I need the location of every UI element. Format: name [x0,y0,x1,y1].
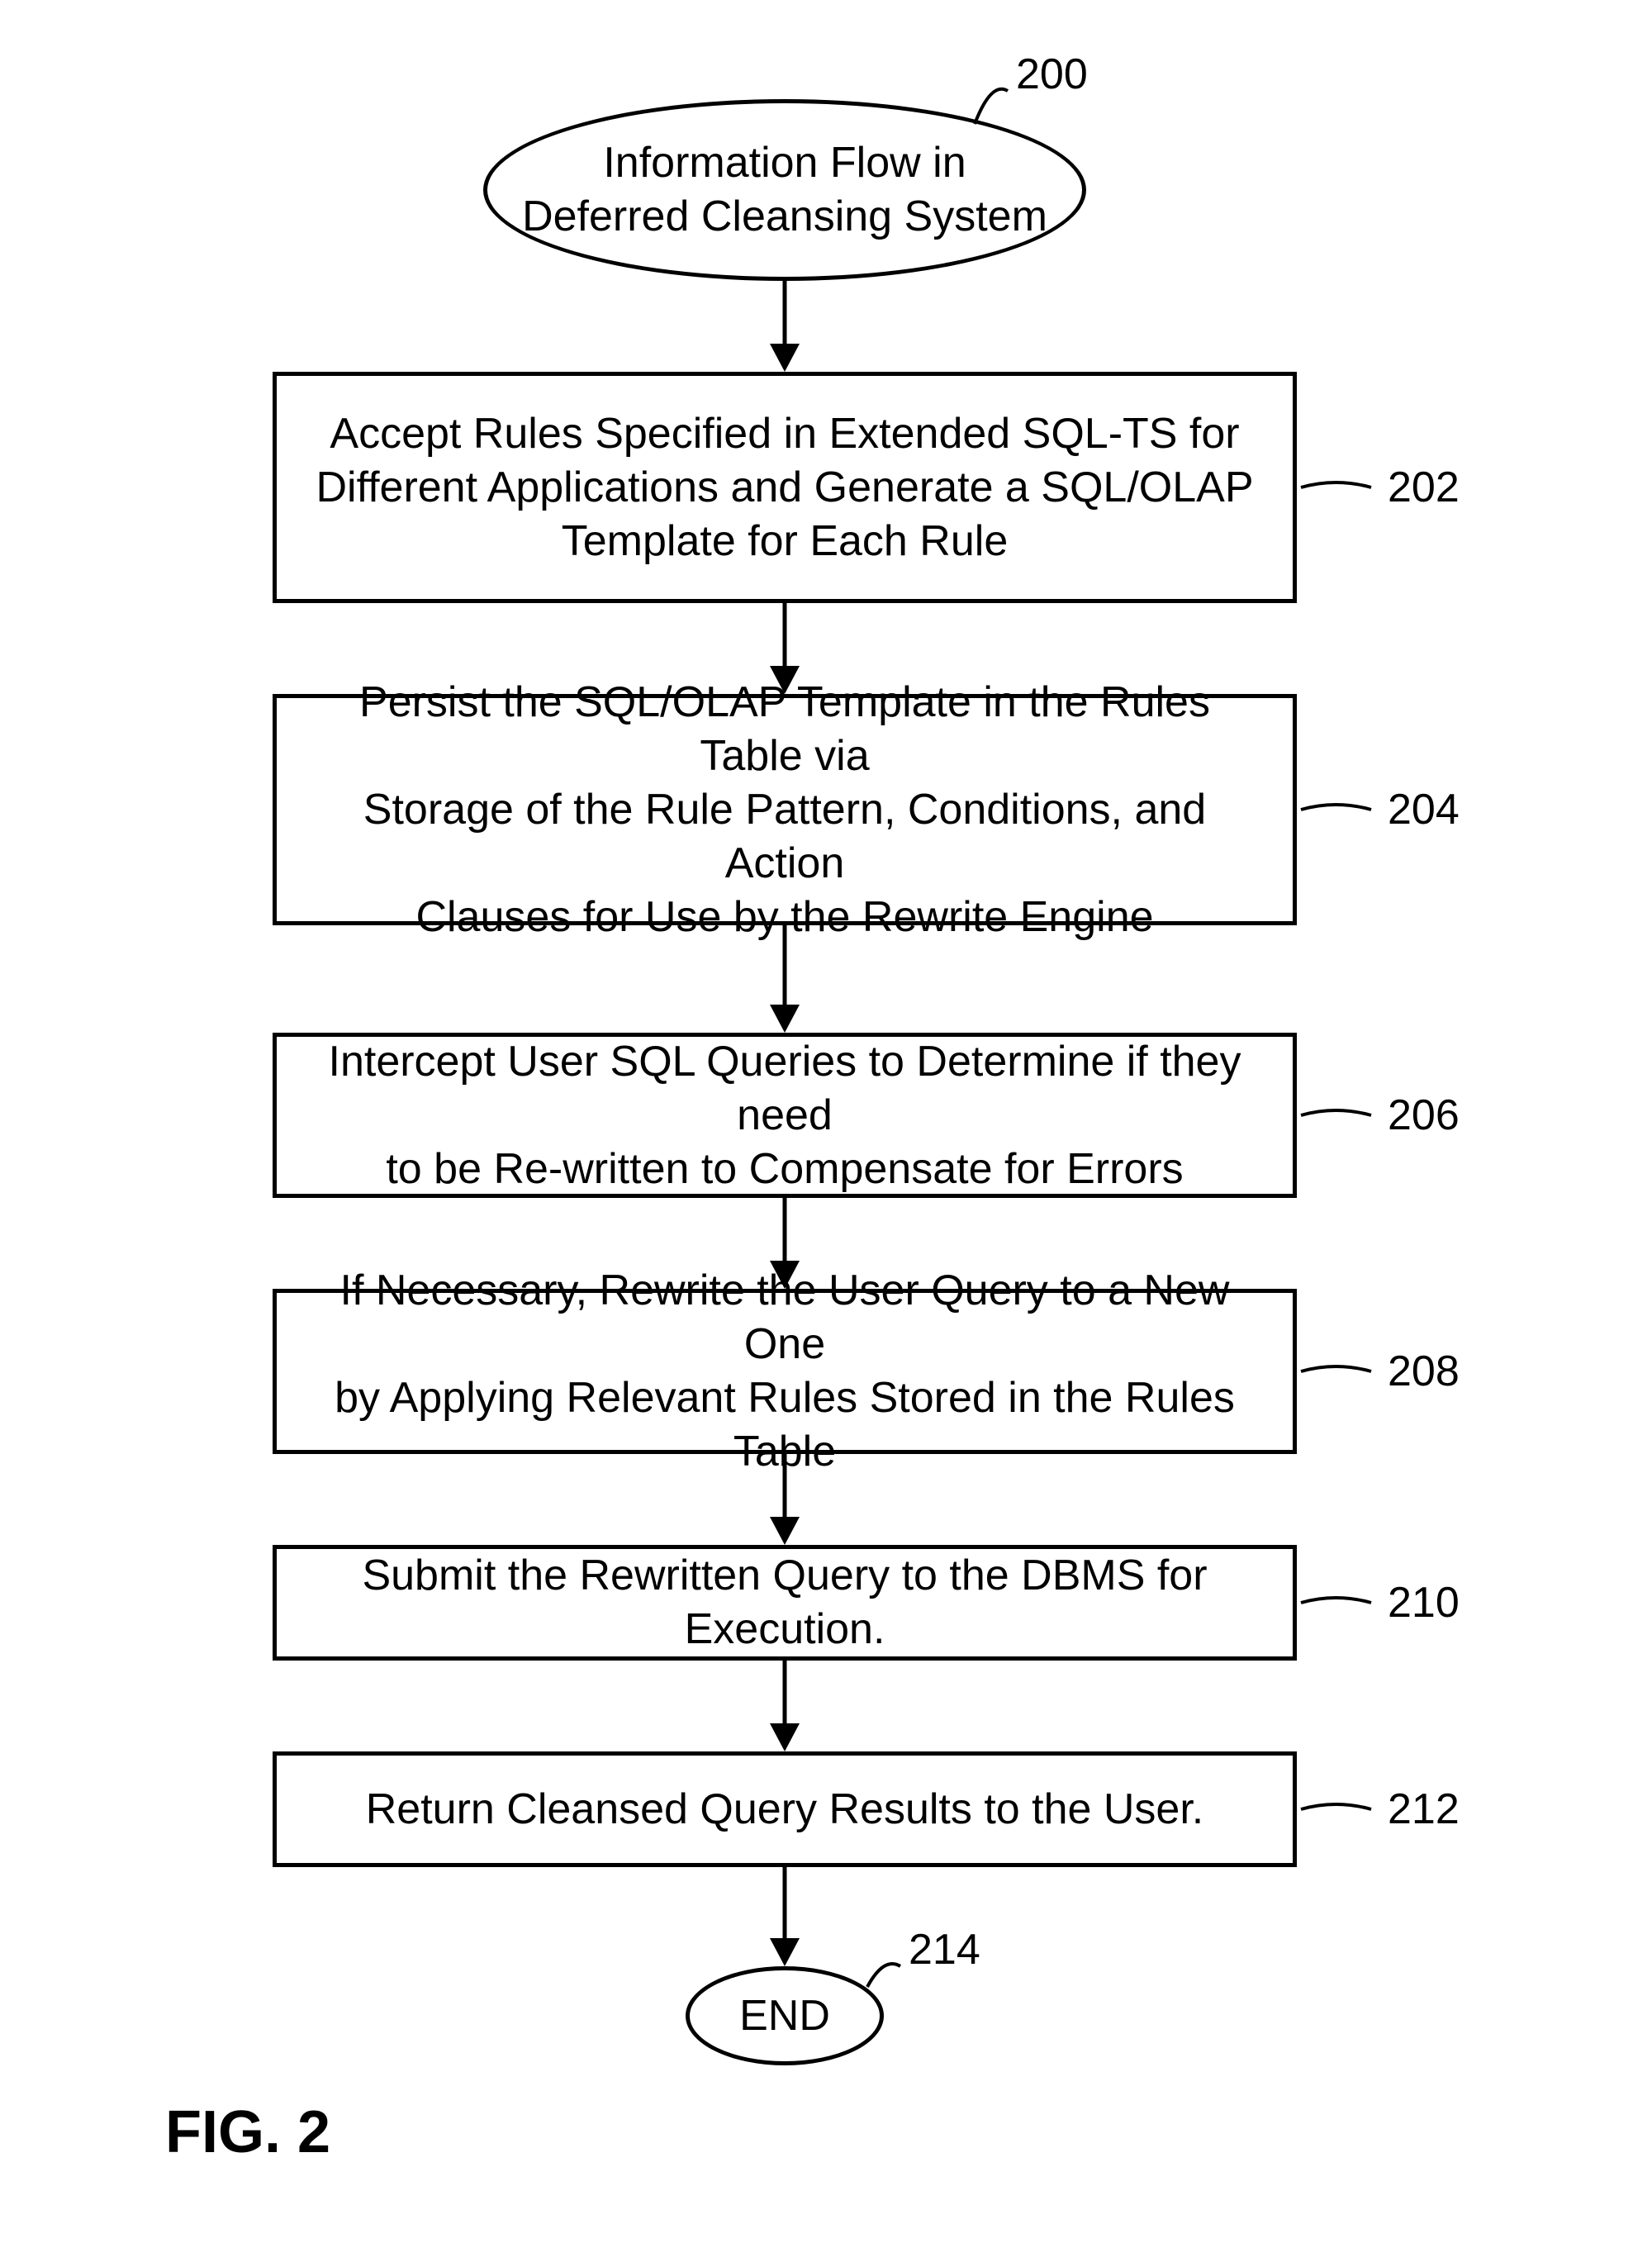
flow-node-text: Accept Rules Specified in Extended SQL-T… [316,407,1253,568]
flow-node-n202: Accept Rules Specified in Extended SQL-T… [273,372,1297,603]
flow-node-n206: Intercept User SQL Queries to Determine … [273,1033,1297,1198]
ref-label-200: 200 [1016,50,1088,99]
ref-label-208: 208 [1388,1347,1460,1396]
ref-label-206: 206 [1388,1091,1460,1140]
flow-node-n210: Submit the Rewritten Query to the DBMS f… [273,1545,1297,1661]
figure-label: FIG. 2 [165,2098,330,2166]
flow-node-n208: If Necessary, Rewrite the User Query to … [273,1289,1297,1454]
flow-arrow [752,1864,818,1970]
flow-node-end: END [686,1966,884,2065]
flow-node-text: Persist the SQL/OLAP Template in the Rul… [310,676,1260,944]
ref-leader [1284,793,1388,826]
flow-node-text: Intercept User SQL Queries to Determine … [310,1035,1260,1196]
flow-node-n204: Persist the SQL/OLAP Template in the Rul… [273,694,1297,925]
flow-node-text: Return Cleansed Query Results to the Use… [366,1783,1203,1837]
flow-node-text: Submit the Rewritten Query to the DBMS f… [310,1549,1260,1656]
flow-arrow [752,278,818,375]
flow-node-n212: Return Cleansed Query Results to the Use… [273,1751,1297,1867]
flow-arrow [752,1657,818,1755]
ref-label-212: 212 [1388,1784,1460,1834]
ref-label-210: 210 [1388,1578,1460,1628]
ref-label-202: 202 [1388,463,1460,512]
ref-leader [1284,1793,1388,1826]
flow-node-text: If Necessary, Rewrite the User Query to … [310,1264,1260,1479]
flowchart-canvas: Information Flow in Deferred Cleansing S… [0,0,1652,2262]
flow-node-start: Information Flow in Deferred Cleansing S… [483,99,1086,281]
ref-leader [1284,1355,1388,1388]
ref-leader [1284,471,1388,504]
ref-leader [1284,1586,1388,1619]
ref-label-204: 204 [1388,785,1460,834]
ref-label-214: 214 [909,1925,980,1974]
ref-leader [1284,1099,1388,1132]
flow-node-text: Information Flow in Deferred Cleansing S… [522,136,1047,244]
flow-node-text: END [739,1989,830,2043]
